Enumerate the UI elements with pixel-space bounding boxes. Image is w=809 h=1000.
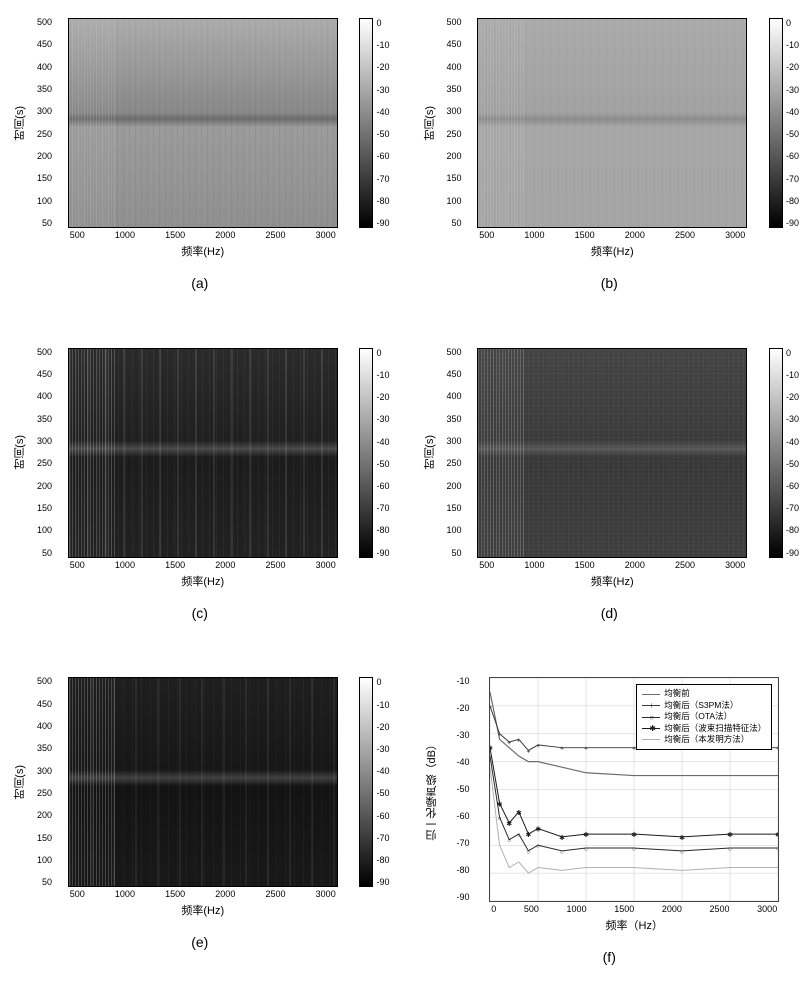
- spectrogram-a: [68, 18, 338, 228]
- svg-text:○: ○: [507, 838, 511, 845]
- ylabel-b: 时间(s): [422, 106, 438, 141]
- xticks-d: 50010001500200025003000: [477, 560, 747, 570]
- panel-d: 时间(s) 50100150200250300350400450500 5001…: [420, 348, 800, 653]
- svg-text:+: +: [527, 749, 531, 756]
- yaxis-e: 时间(s) 50100150200250300350400450500: [10, 677, 30, 887]
- sublabel-e: (e): [191, 934, 208, 950]
- cticks-b: 0-10-20-30-40-50-60-70-80-90: [786, 18, 799, 228]
- legend-row: +均衡后（S3PM法）: [642, 700, 766, 711]
- colorbar-b: 0-10-20-30-40-50-60-70-80-90: [769, 18, 799, 228]
- ylabel-f: 归一化噪声级（dB）: [424, 739, 440, 840]
- svg-text:+: +: [584, 746, 588, 753]
- yaxis-c: 时间(s) 50100150200250300350400450500: [10, 348, 30, 558]
- yaxis-a: 时间(s) 50100150200250300350400450500: [10, 18, 30, 228]
- legend-row: ○均衡后（OTA法）: [642, 711, 766, 722]
- lineplot-f: ++++++++++++○○○○○○○○○○○○✱✱✱✱✱✱✱✱✱✱✱✱ 均衡前…: [489, 677, 779, 902]
- xlabel-b: 频率(Hz): [477, 243, 747, 259]
- legend-row: ✱均衡后（波束扫描特征法）: [642, 723, 766, 734]
- svg-text:○: ○: [776, 846, 778, 853]
- ylabel-c: 时间(s): [12, 435, 28, 470]
- figure-grid: 时间(s) 50100150200250300350400450500 5001…: [10, 18, 799, 982]
- xticks-e: 50010001500200025003000: [68, 889, 338, 899]
- legend-label: 均衡后（OTA法）: [664, 711, 732, 722]
- panel-a: 时间(s) 50100150200250300350400450500 5001…: [10, 18, 390, 323]
- legend-row: 均衡后（本发明方法）: [642, 734, 766, 745]
- colorbar-a: 0-10-20-30-40-50-60-70-80-90: [359, 18, 389, 228]
- ylabel-d: 时间(s): [422, 435, 438, 470]
- svg-text:✱: ✱: [583, 831, 589, 839]
- svg-text:○: ○: [632, 846, 636, 853]
- xlabel-d: 频率(Hz): [477, 573, 747, 589]
- xticks-b: 50010001500200025003000: [477, 230, 747, 240]
- legend-label: 均衡后（本发明方法）: [664, 734, 749, 745]
- sublabel-f: (f): [603, 949, 616, 965]
- xticks-c: 50010001500200025003000: [68, 560, 338, 570]
- legend-label: 均衡后（波束扫描特征法）: [664, 723, 766, 734]
- legend-label: 均衡前: [664, 688, 690, 699]
- sublabel-a: (a): [191, 275, 208, 291]
- xticks-f: 050010001500200025003000: [489, 904, 779, 914]
- svg-text:○: ○: [498, 816, 502, 823]
- xlabel-e: 频率(Hz): [68, 902, 338, 918]
- ylabel-e: 时间(s): [12, 765, 28, 800]
- svg-text:+: +: [498, 732, 502, 739]
- svg-text:+: +: [776, 746, 778, 753]
- panel-c: 时间(s) 50100150200250300350400450500 5001…: [10, 348, 390, 653]
- xlabel-a: 频率(Hz): [68, 243, 338, 259]
- svg-text:+: +: [507, 740, 511, 747]
- ylabel-a: 时间(s): [12, 106, 28, 141]
- svg-text:✱: ✱: [631, 831, 637, 839]
- panel-e: 时间(s) 50100150200250300350400450500 5001…: [10, 677, 390, 982]
- svg-text:○: ○: [728, 846, 732, 853]
- svg-text:○: ○: [560, 849, 564, 856]
- colorbar-c: 0-10-20-30-40-50-60-70-80-90: [359, 348, 389, 558]
- spectrogram-b: [477, 18, 747, 228]
- legend-f: 均衡前+均衡后（S3PM法）○均衡后（OTA法）✱均衡后（波束扫描特征法）均衡后…: [636, 684, 772, 749]
- svg-text:✱: ✱: [679, 834, 685, 842]
- svg-text:✱: ✱: [559, 834, 565, 842]
- cticks-a: 0-10-20-30-40-50-60-70-80-90: [376, 18, 389, 228]
- panel-b: 时间(s) 50100150200250300350400450500 5001…: [420, 18, 800, 323]
- xlabel-c: 频率(Hz): [68, 573, 338, 589]
- cticks-d: 0-10-20-30-40-50-60-70-80-90: [786, 348, 799, 558]
- svg-text:✱: ✱: [516, 809, 522, 817]
- svg-text:○: ○: [536, 844, 540, 851]
- svg-text:○: ○: [680, 849, 684, 856]
- sublabel-d: (d): [601, 605, 618, 621]
- xlabel-f: 频率（Hz）: [489, 917, 779, 933]
- yaxis-d: 时间(s) 50100150200250300350400450500: [420, 348, 440, 558]
- svg-text:✱: ✱: [775, 831, 778, 839]
- svg-text:○: ○: [584, 846, 588, 853]
- colorbar-d: 0-10-20-30-40-50-60-70-80-90: [769, 348, 799, 558]
- svg-text:+: +: [560, 746, 564, 753]
- svg-text:✱: ✱: [507, 820, 513, 828]
- sublabel-b: (b): [601, 275, 618, 291]
- svg-text:✱: ✱: [497, 801, 503, 809]
- cticks-e: 0-10-20-30-40-50-60-70-80-90: [376, 677, 389, 887]
- svg-text:+: +: [536, 743, 540, 750]
- spectrogram-e: [68, 677, 338, 887]
- legend-label: 均衡后（S3PM法）: [664, 700, 738, 711]
- colorbar-e: 0-10-20-30-40-50-60-70-80-90: [359, 677, 389, 887]
- svg-text:✱: ✱: [727, 831, 733, 839]
- svg-text:+: +: [517, 738, 521, 745]
- xticks-a: 50010001500200025003000: [68, 230, 338, 240]
- panel-f: 归一化噪声级（dB） -90-80-70-60-50-40-30-20-10 +…: [420, 677, 800, 982]
- svg-text:✱: ✱: [490, 745, 493, 753]
- svg-text:✱: ✱: [535, 826, 541, 834]
- legend-row: 均衡前: [642, 688, 766, 699]
- svg-text:+: +: [490, 704, 492, 711]
- svg-text:○: ○: [527, 849, 531, 856]
- svg-text:✱: ✱: [526, 831, 532, 839]
- svg-text:○: ○: [517, 832, 521, 839]
- yaxis-b: 时间(s) 50100150200250300350400450500: [420, 18, 440, 228]
- spectrogram-d: [477, 348, 747, 558]
- cticks-c: 0-10-20-30-40-50-60-70-80-90: [376, 348, 389, 558]
- sublabel-c: (c): [192, 605, 208, 621]
- yaxis-f: 归一化噪声级（dB） -90-80-70-60-50-40-30-20-10: [420, 677, 444, 902]
- spectrogram-c: [68, 348, 338, 558]
